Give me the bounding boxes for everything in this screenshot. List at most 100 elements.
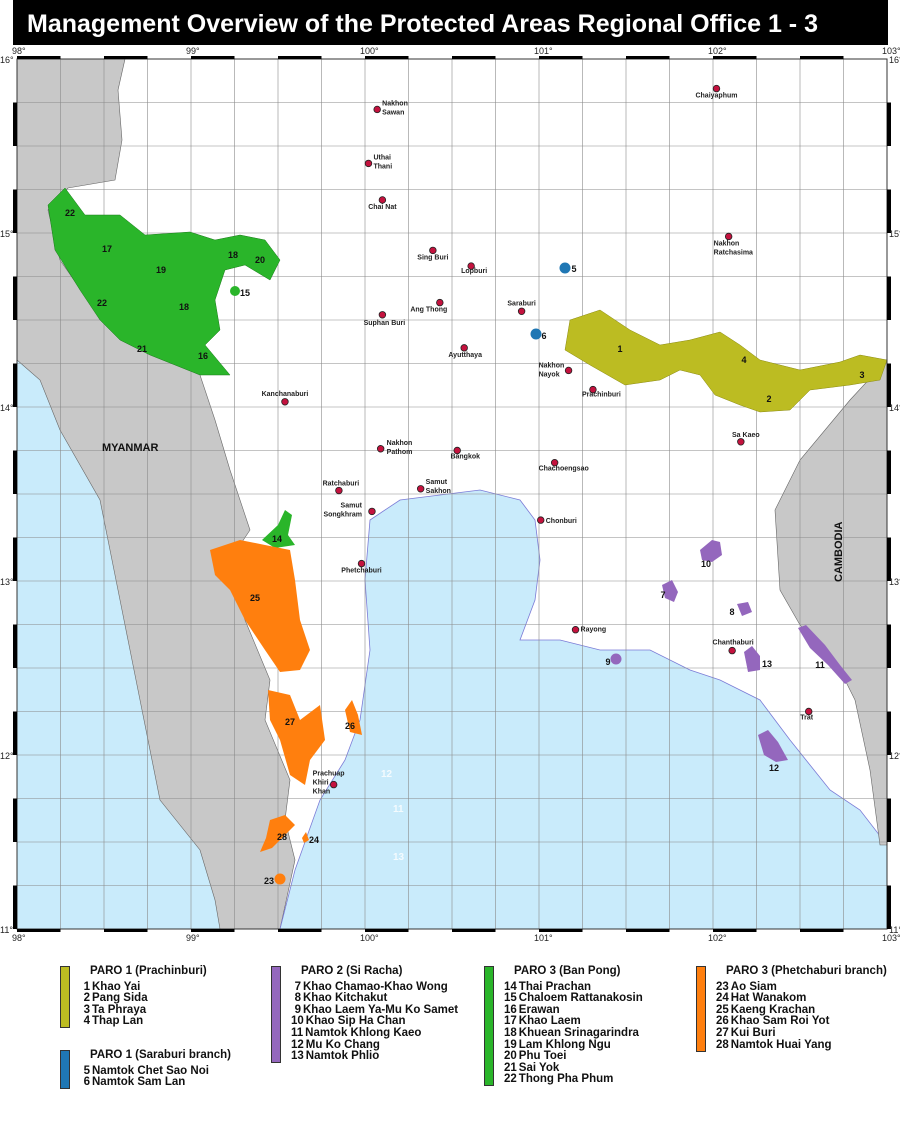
city-dot[interactable] <box>364 159 373 168</box>
city-samut-songkhram[interactable]: Samut Songkhram <box>323 502 376 518</box>
city-uthai-thani[interactable]: Uthai Thani <box>364 154 392 170</box>
legend-color-swatch <box>60 1050 70 1090</box>
city-prachinburi[interactable]: Prachinburi <box>582 385 621 399</box>
park-8-khao-kitchakut[interactable] <box>737 602 752 616</box>
park-15-chaloem-rattanakosin[interactable] <box>230 286 240 296</box>
city-dot[interactable] <box>467 262 475 270</box>
legend-item-name: Namtok Sam Lan <box>92 1076 186 1089</box>
city-dot[interactable] <box>724 232 733 241</box>
park-14-thai-prachan[interactable] <box>262 510 295 548</box>
city-ang-thong[interactable]: Ang Thong <box>410 298 447 314</box>
city-chachoengsao[interactable]: Chachoengsao <box>539 458 589 473</box>
city-sing-buri[interactable]: Sing Buri <box>417 246 448 261</box>
city-dot[interactable] <box>460 344 468 352</box>
city-chanthaburi[interactable]: Chanthaburi <box>713 640 754 655</box>
legend-item-number: 12 <box>291 1038 304 1051</box>
city-dot[interactable] <box>737 438 745 446</box>
city-dot[interactable] <box>436 298 444 307</box>
city-dot[interactable] <box>429 246 437 255</box>
park-number-label: 3 <box>859 370 864 380</box>
legend-group: PARO 3 (Ban Pong) 14 Thai Prachan 15 Chaloem… <box>484 965 643 1087</box>
city-prachuap-khiri-khan[interactable]: Prachuap Khiri Khan <box>313 771 345 796</box>
city-dot[interactable] <box>281 398 289 406</box>
park-number-label: 10 <box>701 559 711 569</box>
border-bar <box>13 450 17 494</box>
city-ayutthaya[interactable]: Ayutthaya <box>448 344 482 359</box>
city-dot[interactable] <box>550 458 559 467</box>
city-dot[interactable] <box>712 84 721 93</box>
city-phetchaburi[interactable]: Phetchaburi <box>341 559 382 575</box>
border-bar <box>452 929 496 932</box>
border-bar <box>13 189 17 233</box>
city-nakhon-ratchasima[interactable]: Nakhon Ratchasima <box>714 232 753 256</box>
border-bar <box>713 929 757 932</box>
city-dot[interactable] <box>571 626 580 634</box>
city-dot[interactable] <box>329 780 338 789</box>
lat-tick-label-left: 12° <box>0 751 14 761</box>
city-chonburi[interactable]: Chonburi <box>537 516 577 525</box>
city-dot[interactable] <box>537 516 545 524</box>
legend-item-number: 4 <box>83 1015 90 1028</box>
city-nakhon-sawan[interactable]: Nakhon Sawan <box>373 100 408 116</box>
legend-item: 1 Khao Yai <box>80 981 207 994</box>
city-saraburi[interactable]: Saraburi <box>507 300 536 315</box>
park-5-namtok-chet-sao-noi[interactable] <box>559 262 571 274</box>
city-dot[interactable] <box>368 507 376 516</box>
park-23-ao-siam[interactable] <box>274 873 286 885</box>
city-kanchanaburi[interactable]: Kanchanaburi <box>262 391 309 406</box>
legend-item: 14 Thai Prachan <box>504 981 643 994</box>
city-label: Rayong <box>581 627 607 634</box>
park-green-cluster[interactable] <box>47 187 281 376</box>
legend-item: 15 Chaloem Rattanakosin <box>504 992 643 1005</box>
park-28-namtok-huai-yang[interactable] <box>260 815 295 852</box>
park-6-namtok-sam-lan[interactable] <box>530 328 542 340</box>
city-dot[interactable] <box>564 366 573 375</box>
park-11-namtok-khlong-kaeo[interactable] <box>798 625 852 684</box>
city-nakhon-nayok[interactable]: Nakhon Nayok <box>539 362 573 378</box>
park-7-khao-chamao[interactable] <box>662 580 678 602</box>
legend-item-name: Mu Ko Chang <box>305 1038 380 1051</box>
city-suphan-buri[interactable]: Suphan Buri <box>364 311 406 327</box>
city-trat[interactable]: Trat <box>800 707 814 722</box>
park-12-mu-ko-chang[interactable] <box>758 730 788 762</box>
park-27-kui-buri[interactable] <box>268 690 325 785</box>
city-dot[interactable] <box>453 446 461 455</box>
country-label-myanmar: MYANMAR <box>102 442 158 454</box>
park-number-label: 4 <box>741 355 746 365</box>
city-dot[interactable] <box>805 707 813 716</box>
legend-item-name: Lam Khlong Ngu <box>518 1038 611 1051</box>
park-24-hat-wanakom[interactable] <box>302 832 309 843</box>
park-number-label: 12 <box>769 763 779 773</box>
city-dot[interactable] <box>728 646 736 655</box>
city-sa-kaeo[interactable]: Sa Kaeo <box>732 432 760 446</box>
city-dot[interactable] <box>378 311 387 319</box>
park-13-namtok-phlio[interactable] <box>744 646 760 672</box>
city-dot[interactable] <box>373 105 381 114</box>
coordinate-ticks: 98° 98° 99° 99° 100° 100° 101° 101° 102° 102° 103°… <box>0 46 900 943</box>
city-dot[interactable] <box>357 559 366 568</box>
city-dot[interactable] <box>589 385 597 394</box>
city-dot[interactable] <box>416 485 425 493</box>
park-10-khao-sip-ha-chan[interactable] <box>700 540 722 562</box>
city-chaiyaphum[interactable]: Chaiyaphum <box>695 84 737 100</box>
city-samut-sakhon[interactable]: Samut Sakhon <box>416 479 451 495</box>
park-olive-cluster[interactable] <box>564 309 888 413</box>
city-bangkok[interactable]: Bangkok <box>450 446 480 461</box>
park-25-kaeng-krachan[interactable] <box>210 540 310 672</box>
park-26-khao-sam-roi-yot[interactable] <box>345 700 362 735</box>
city-dot[interactable] <box>376 445 385 453</box>
lat-tick-label-right: 11° <box>889 925 900 935</box>
city-rayong[interactable]: Rayong <box>571 626 607 634</box>
city-nakhon-pathom[interactable]: Nakhon Pathom <box>376 440 412 456</box>
city-chai-nat[interactable]: Chai Nat <box>368 196 397 211</box>
city-label: Phetchaburi <box>341 568 382 575</box>
city-lopburi[interactable]: Lopburi <box>461 262 487 275</box>
border-bar <box>800 929 844 932</box>
legend-item-name: Namtok Chet Sao Noi <box>92 1064 209 1077</box>
lon-tick-label-bottom: 102° <box>708 933 727 943</box>
city-dot[interactable] <box>378 196 387 204</box>
city-dot[interactable] <box>517 307 526 315</box>
park-9-khao-laem-ya[interactable] <box>610 653 622 665</box>
city-dot[interactable] <box>335 486 343 495</box>
city-ratchaburi[interactable]: Ratchaburi <box>323 481 360 495</box>
